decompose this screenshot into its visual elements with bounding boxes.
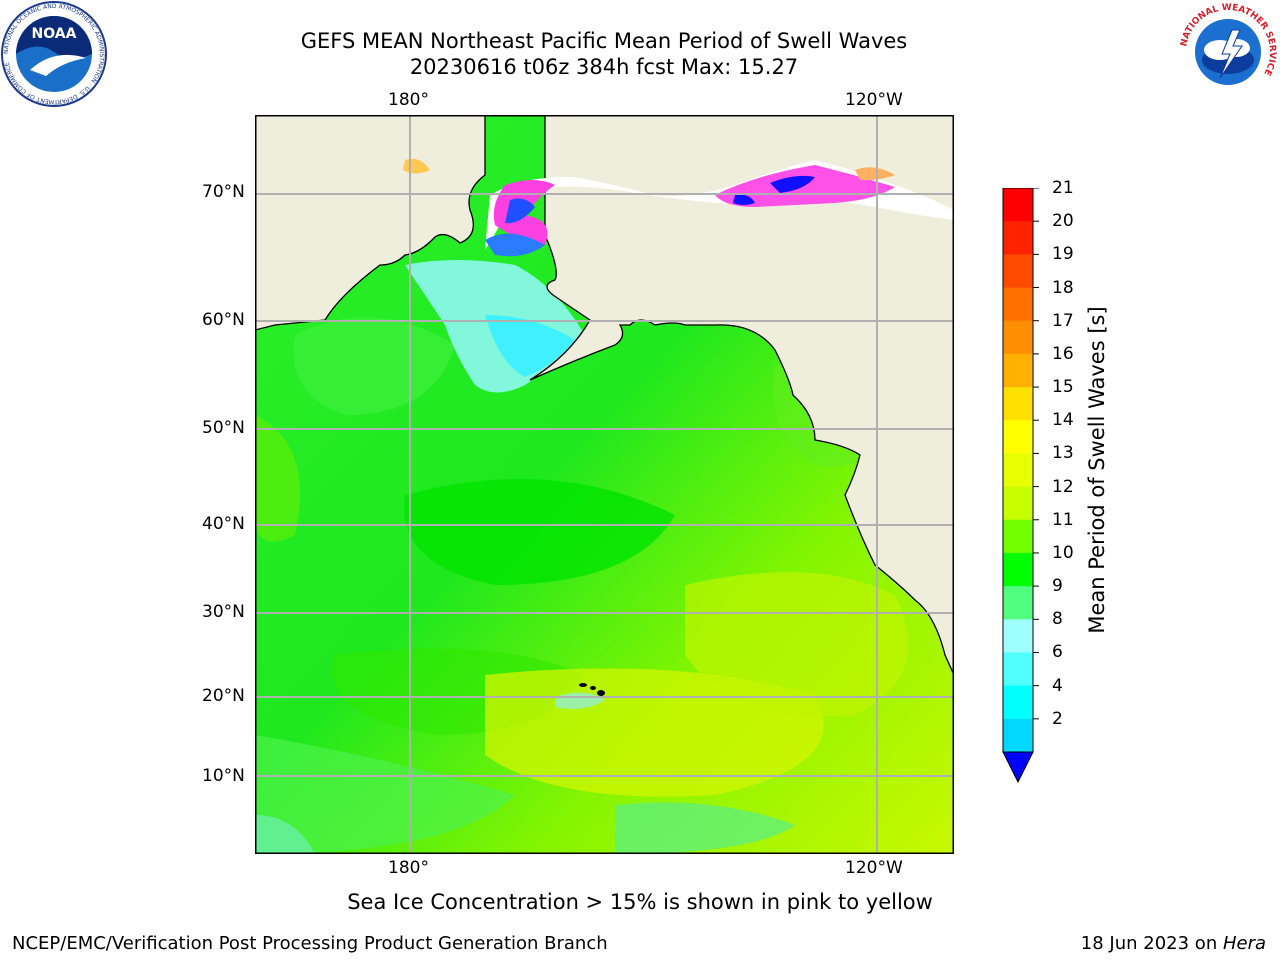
nws-logo: NATIONAL WEATHER SERVICE [1178, 2, 1278, 102]
colorbar-tick-label: 11 [1052, 509, 1074, 530]
colorbar-bin [1003, 420, 1033, 454]
noaa-logo: NATIONAL OCEANIC AND ATMOSPHERIC ADMINIS… [1, 1, 107, 107]
colorbar-tick-label: 6 [1052, 642, 1063, 663]
footer-branch: NCEP/EMC/Verification Post Processing Pr… [12, 933, 608, 954]
colorbar-tick-label: 16 [1052, 343, 1074, 364]
lat-label-50n: 50°N [202, 418, 245, 438]
footer-date: 18 Jun 2023 on Hera [1081, 933, 1266, 954]
lat-label-20n: 20°N [202, 686, 245, 706]
map-frame [255, 115, 954, 854]
lat-label-40n: 40°N [202, 514, 245, 534]
footer-host: Hera [1222, 933, 1266, 954]
lat-label-60n: 60°N [202, 310, 245, 330]
colorbar-bin [1003, 552, 1033, 587]
colorbar-tick-label: 12 [1052, 476, 1074, 497]
colorbar-tick-label: 15 [1052, 377, 1074, 398]
lon-label-bottom-180: 180° [388, 858, 429, 878]
colorbar-bin [1003, 353, 1033, 388]
colorbar-bin [1003, 486, 1033, 521]
colorbar-bin [1003, 387, 1033, 421]
colorbar-bin [1003, 718, 1033, 753]
chart-title: GEFS MEAN Northeast Pacific Mean Period … [300, 29, 908, 53]
graticule [255, 115, 954, 854]
colorbar-tick-label: 4 [1052, 675, 1063, 696]
colorbar-bin [1003, 586, 1033, 620]
colorbar-outline [1002, 188, 1034, 753]
colorbar-tick-label: 10 [1052, 542, 1074, 563]
colorbar-tick-label: 13 [1052, 443, 1074, 464]
land-alaska-na [529, 115, 954, 676]
lat-label-70n: 70°N [202, 182, 245, 202]
colorbar-bin [1003, 619, 1033, 653]
colorbar [1002, 188, 1039, 784]
colorbar-tick-label: 20 [1052, 211, 1074, 232]
sea-ice-note: Sea Ice Concentration > 15% is shown in … [347, 890, 933, 914]
colorbar-tick-label: 14 [1052, 410, 1074, 431]
map-panel [255, 115, 954, 854]
chart-subtitle: 20230616 t06z 384h fcst Max: 15.27 [409, 55, 799, 79]
colorbar-bin [1003, 453, 1033, 488]
lon-label-top-120w: 120°W [845, 90, 903, 110]
colorbar-bin [1003, 685, 1033, 720]
lat-label-30n: 30°N [202, 602, 245, 622]
colorbar-extend [1002, 751, 1034, 784]
colorbar-tick-label: 9 [1052, 576, 1063, 597]
colorbar-bin [1003, 519, 1033, 554]
colorbar-tick-label: 2 [1052, 708, 1063, 729]
colorbar-tick-label: 21 [1052, 178, 1074, 198]
colorbar-bin [1003, 254, 1033, 289]
colorbar-bin [1003, 652, 1033, 687]
footer-date-text: 18 Jun 2023 on [1080, 933, 1223, 954]
noaa-logo-text: NOAA [32, 26, 77, 42]
colorbar-tick-label: 17 [1052, 310, 1074, 331]
colorbar-tick-label: 19 [1052, 244, 1074, 265]
colorbar-bin [1003, 188, 1033, 222]
sea-ice-pink-east [715, 165, 895, 207]
colorbar-tick-label: 18 [1052, 277, 1074, 298]
lon-label-top-180: 180° [388, 90, 429, 110]
colorbar-label: Mean Period of Swell Waves [s] [1085, 306, 1109, 634]
colorbar-bin [1003, 221, 1033, 255]
colorbar-tick-label: 8 [1052, 609, 1063, 630]
lon-label-bottom-120w: 120°W [845, 858, 903, 878]
colorbar-bin [1003, 287, 1033, 322]
colorbar-bin [1003, 320, 1033, 355]
swell-period-patches [255, 317, 909, 854]
lat-label-10n: 10°N [202, 766, 245, 786]
